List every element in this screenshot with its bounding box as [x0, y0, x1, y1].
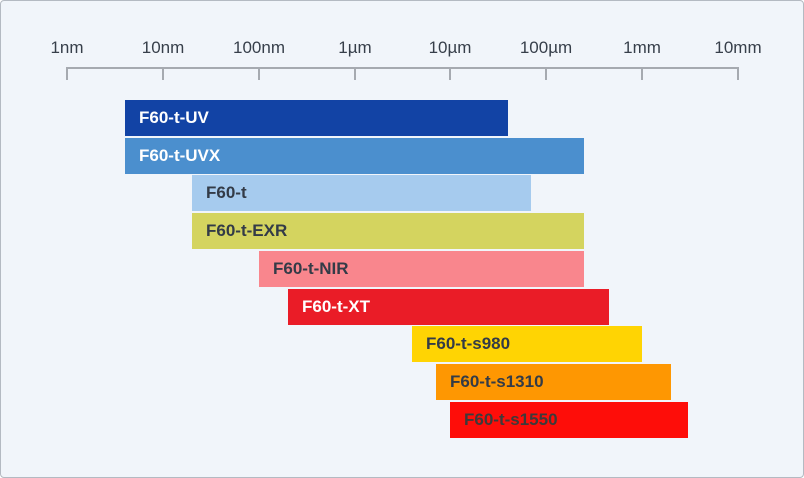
axis-tick-mark [449, 67, 451, 80]
range-bar-f60-t-uvx: F60-t-UVX [125, 138, 584, 174]
range-bar-label: F60-t-UV [139, 108, 209, 127]
range-bar-f60-t-xt: F60-t-XT [288, 289, 609, 325]
range-bar-f60-t-exr: F60-t-EXR [192, 213, 584, 249]
axis-line [67, 67, 739, 69]
range-bar-label: F60-t-s1310 [450, 372, 544, 391]
axis-tick-label: 1mm [623, 38, 661, 57]
axis-tick-label: 100µm [519, 38, 573, 57]
range-bar-label: F60-t [206, 183, 247, 202]
axis-tick-label: 10µm [428, 38, 472, 57]
axis-tick-mark [641, 67, 643, 80]
axis-tick-mark [258, 67, 260, 80]
range-bar-f60-t-s1310: F60-t-s1310 [436, 364, 671, 400]
axis-tick-label: 10mm [714, 38, 762, 57]
range-bar-label: F60-t-EXR [206, 221, 288, 240]
range-bar-f60-t-s980: F60-t-s980 [412, 326, 642, 362]
range-bar-label: F60-t-s1550 [464, 410, 558, 429]
axis-tick-label: 1µm [338, 38, 372, 57]
range-bar-label: F60-t-UVX [139, 146, 221, 165]
range-bar-f60-t-nir: F60-t-NIR [259, 251, 584, 287]
axis-tick-mark [545, 67, 547, 80]
axis-tick-mark [66, 67, 68, 80]
axis-tick-label: 10nm [141, 38, 185, 57]
range-bar-label: F60-t-s980 [426, 334, 511, 353]
axis-tick-label: 1nm [50, 38, 84, 57]
axis-tick-label: 100nm [233, 38, 285, 57]
axis-tick-mark [737, 67, 739, 80]
range-bar-label: F60-t-NIR [273, 259, 349, 278]
axis-tick-mark [162, 67, 164, 80]
range-bar-label: F60-t-XT [302, 297, 370, 316]
range-bar-f60-t-uv: F60-t-UV [125, 100, 508, 136]
axis-tick-mark [354, 67, 356, 80]
range-bar-f60-t-s1550: F60-t-s1550 [450, 402, 688, 438]
range-bar-f60-t: F60-t [192, 175, 531, 211]
